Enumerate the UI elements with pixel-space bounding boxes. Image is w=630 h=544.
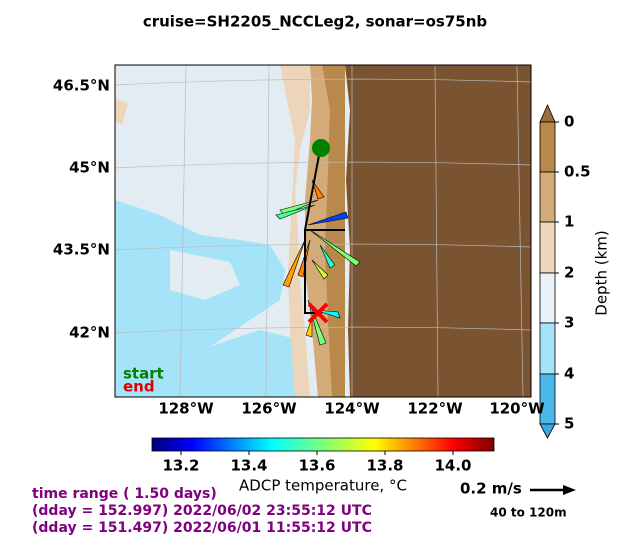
depth-tick-label: 1	[564, 213, 574, 231]
temperature-tick-label: 13.4	[230, 457, 267, 475]
map-frame	[114, 64, 532, 398]
depth-tick-label: 5	[564, 415, 574, 433]
temperature-tick-label: 13.2	[162, 457, 199, 475]
depth-tick-label: 0.5	[564, 163, 591, 181]
start-label: start	[123, 365, 164, 383]
depth-tick-label: 0	[564, 113, 574, 131]
lon-label: 122°W	[407, 400, 463, 418]
lat-label: 42°N	[69, 324, 110, 342]
lon-label: 126°W	[241, 400, 297, 418]
temperature-colorbar-label: ADCP temperature, °C	[239, 477, 407, 495]
lon-label: 120°W	[489, 400, 545, 418]
lat-label: 45°N	[69, 159, 110, 177]
end-label: end	[123, 378, 155, 396]
scale-speed: 0.2 m/s	[460, 480, 522, 498]
depth-colorbar	[539, 104, 556, 439]
lon-label: 128°W	[158, 400, 214, 418]
temperature-tick-label: 13.6	[298, 457, 335, 475]
scale-depth-range: 40 to 120m	[490, 506, 567, 520]
depth-tick-label: 3	[564, 314, 574, 332]
temperature-tick-label: 13.8	[366, 457, 403, 475]
map: start end	[115, 65, 531, 397]
lat-label: 43.5°N	[53, 241, 110, 259]
depth-tick-label: 2	[564, 264, 574, 282]
temperature-colorbar	[151, 437, 495, 452]
depth-tick-label: 4	[564, 365, 574, 383]
temperature-tick-label: 14.0	[434, 457, 471, 475]
lat-label: 46.5°N	[53, 77, 110, 95]
time-info: (dday = 152.997) 2022/06/02 23:55:12 UTC	[32, 503, 372, 519]
depth-colorbar-label: Depth (km)	[593, 230, 611, 315]
time-info: time range ( 1.50 days)	[32, 486, 217, 502]
lon-label: 124°W	[324, 400, 380, 418]
title: cruise=SH2205_NCCLeg2, sonar=os75nb	[143, 13, 488, 31]
time-info: (dday = 151.497) 2022/06/01 11:55:12 UTC	[32, 520, 372, 536]
